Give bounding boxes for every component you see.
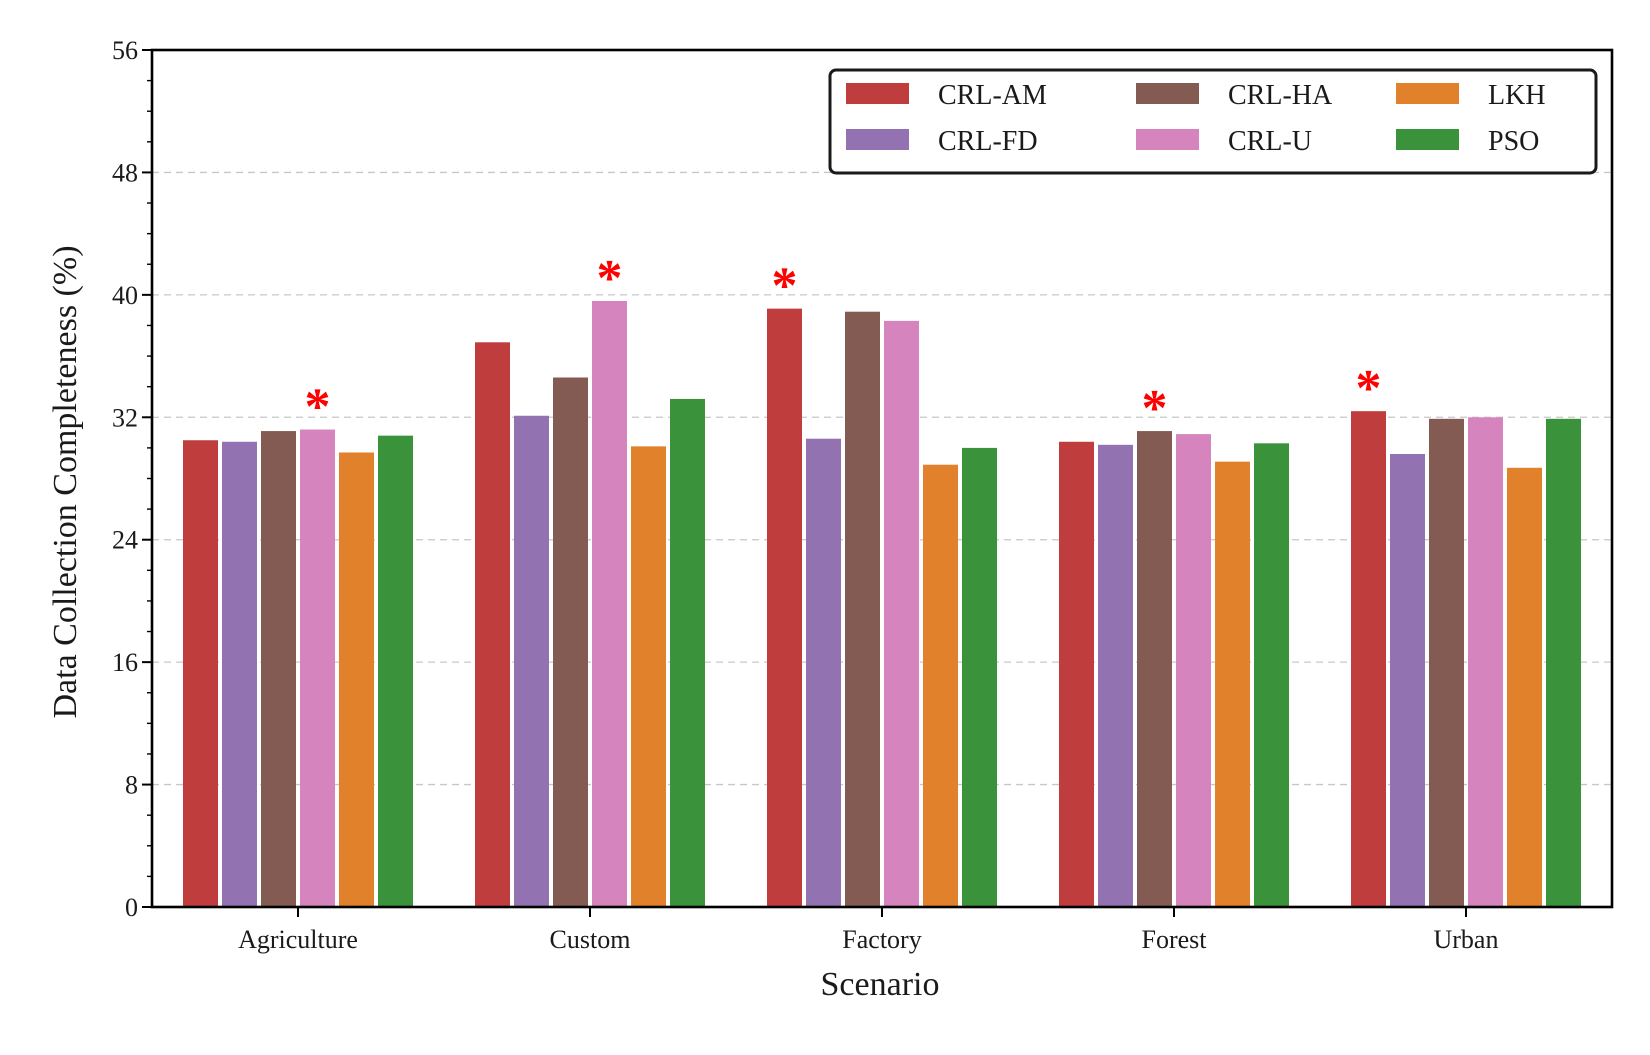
bar xyxy=(1351,411,1386,907)
y-tick-label: 40 xyxy=(112,281,138,310)
bar xyxy=(923,464,958,907)
x-tick-label: Custom xyxy=(550,925,631,954)
legend: CRL-AM CRL-FD CRL-HA CRL-U LKH PSO xyxy=(828,68,1598,175)
legend-swatch xyxy=(1136,83,1199,104)
legend-swatch xyxy=(1396,83,1459,104)
bar xyxy=(1059,441,1094,907)
bar xyxy=(631,446,666,907)
bar xyxy=(884,320,919,908)
y-tick-label: 24 xyxy=(112,526,138,555)
bar xyxy=(378,435,413,907)
legend-swatch xyxy=(846,129,909,150)
bar xyxy=(1176,434,1211,907)
legend-swatch xyxy=(846,83,909,104)
bar xyxy=(1254,443,1289,907)
bar xyxy=(670,398,705,907)
legend-swatch xyxy=(1396,129,1459,150)
bar xyxy=(592,300,627,907)
significance-star: * xyxy=(1142,380,1168,437)
bar xyxy=(962,447,997,907)
bar xyxy=(222,441,257,907)
x-axis-title: Scenario xyxy=(821,966,940,1003)
y-axis-title: Data Collection Completeness (%) xyxy=(47,245,84,718)
x-tick-label: Agriculture xyxy=(238,925,358,954)
x-tick-label: Urban xyxy=(1434,925,1499,954)
legend-label: CRL-FD xyxy=(938,126,1038,157)
significance-star: * xyxy=(1356,360,1382,417)
bar xyxy=(475,342,510,907)
significance-star: * xyxy=(772,258,798,315)
legend-label: CRL-U xyxy=(1228,126,1312,157)
y-tick-label: 8 xyxy=(125,771,138,800)
y-tick-label: 0 xyxy=(125,893,138,922)
bar xyxy=(1098,444,1133,907)
bar xyxy=(1137,431,1172,907)
bar xyxy=(1215,461,1250,907)
bar xyxy=(1546,418,1581,907)
legend-label: LKH xyxy=(1488,80,1546,111)
y-tick-label: 16 xyxy=(112,648,138,677)
bar xyxy=(1429,418,1464,907)
x-tick-label: Forest xyxy=(1142,925,1208,954)
bar xyxy=(300,429,335,907)
plot-frame xyxy=(150,48,1614,909)
bar xyxy=(514,415,549,907)
significance-star: * xyxy=(597,250,623,307)
bar xyxy=(261,431,296,907)
significance-star: * xyxy=(305,379,331,436)
bar xyxy=(806,438,841,907)
legend-label: PSO xyxy=(1488,126,1539,157)
bar xyxy=(1507,467,1542,907)
axes: 0 8 16 24 32 40 48 56 Agriculture Custom Factory Fo… xyxy=(112,36,1614,954)
bar xyxy=(1468,417,1503,907)
bar xyxy=(1390,454,1425,907)
y-tick-label: 56 xyxy=(112,36,138,65)
legend-label: CRL-AM xyxy=(938,80,1047,111)
legend-label: CRL-HA xyxy=(1228,80,1333,111)
y-tick-label: 48 xyxy=(112,158,138,187)
significance-markers: * * * * * xyxy=(305,250,1382,437)
bar xyxy=(553,377,588,907)
bars xyxy=(183,300,1581,908)
bar xyxy=(339,452,374,907)
legend-swatch xyxy=(1136,129,1199,150)
bar xyxy=(767,308,802,907)
bar xyxy=(845,311,880,908)
x-tick-label: Factory xyxy=(842,925,921,954)
bar xyxy=(183,440,218,907)
y-tick-label: 32 xyxy=(112,403,138,432)
